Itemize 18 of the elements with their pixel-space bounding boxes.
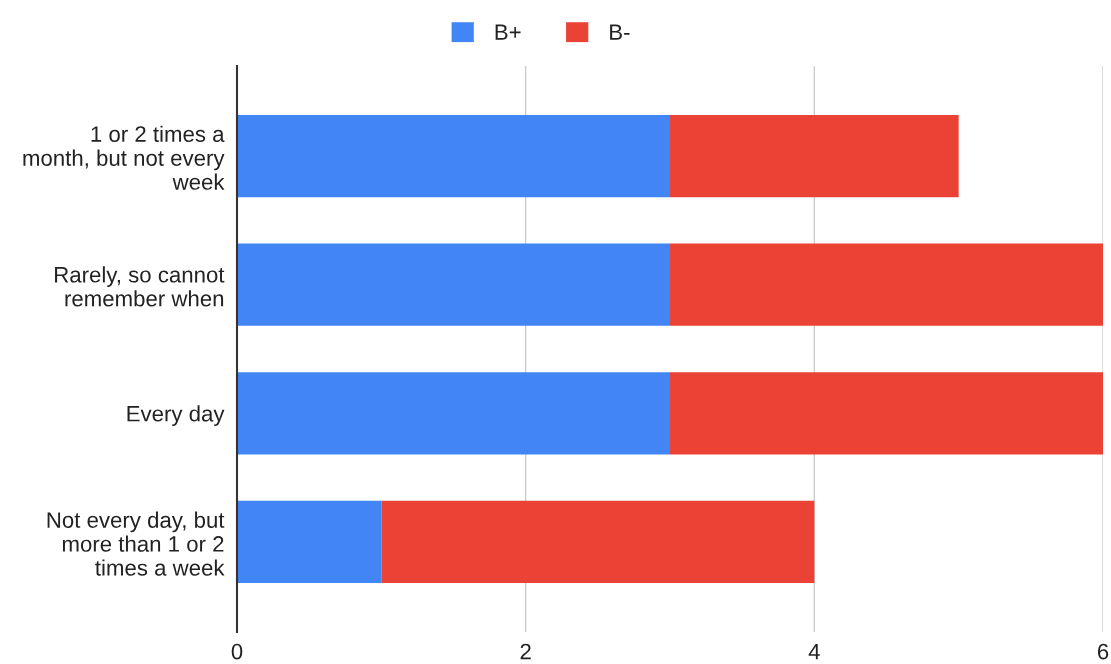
x-tick-label: 4 <box>808 643 820 660</box>
bar <box>237 372 670 455</box>
y-tick-label: 1 or 2 times a month, but not every week <box>23 125 225 190</box>
bar <box>237 500 382 584</box>
bar <box>237 114 670 198</box>
bar <box>670 243 1103 326</box>
bar <box>381 500 815 584</box>
y-tick-label: Rarely, so cannot remember when <box>55 266 225 307</box>
x-tick-label: 6 <box>1097 643 1109 660</box>
bar <box>670 372 1103 455</box>
legend-label: B+ <box>495 24 521 40</box>
x-tick-label: 2 <box>520 643 531 660</box>
y-tick-label: Every day <box>127 405 225 426</box>
legend-label: B- <box>610 24 630 40</box>
y-tick-label: Not every day, but more than 1 or 2 times a week <box>47 511 225 576</box>
bar <box>237 243 670 326</box>
bar <box>670 114 959 198</box>
x-tick-label: 0 <box>231 643 243 660</box>
